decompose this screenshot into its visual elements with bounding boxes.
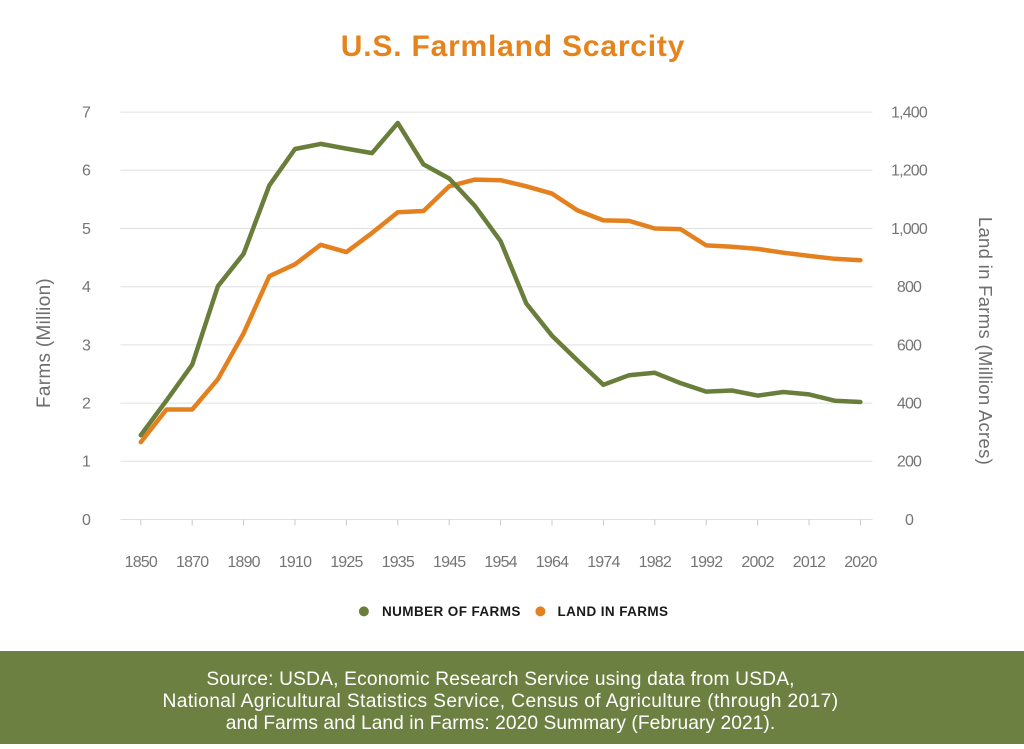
svg-text:1870: 1870	[176, 554, 209, 571]
svg-text:2012: 2012	[793, 554, 826, 571]
svg-text:Land in Farms (Million Acres): Land in Farms (Million Acres)	[975, 217, 996, 465]
svg-text:1,000: 1,000	[891, 221, 928, 238]
svg-text:and Farms and Land in Farms: 2: and Farms and Land in Farms: 2020 Summar…	[226, 713, 776, 734]
svg-text:National Agricultural Statisti: National Agricultural Statistics Service…	[163, 691, 839, 712]
svg-text:1890: 1890	[227, 554, 260, 571]
svg-text:1,200: 1,200	[891, 163, 928, 180]
svg-text:1850: 1850	[125, 554, 158, 571]
svg-text:1982: 1982	[639, 554, 672, 571]
svg-text:0: 0	[905, 512, 914, 529]
svg-text:1954: 1954	[484, 554, 517, 571]
svg-text:2: 2	[82, 396, 91, 413]
svg-text:5: 5	[82, 221, 91, 238]
svg-text:1964: 1964	[536, 554, 569, 571]
svg-text:400: 400	[897, 396, 922, 413]
svg-text:U.S. Farmland Scarcity: U.S. Farmland Scarcity	[341, 30, 685, 63]
svg-text:0: 0	[82, 512, 91, 529]
svg-text:1992: 1992	[690, 554, 723, 571]
svg-text:600: 600	[897, 337, 922, 354]
svg-text:Farms (Million): Farms (Million)	[34, 278, 55, 408]
svg-text:6: 6	[82, 163, 91, 180]
svg-text:2020: 2020	[844, 554, 877, 571]
svg-text:1910: 1910	[279, 554, 312, 571]
svg-text:1925: 1925	[330, 554, 363, 571]
svg-text:1945: 1945	[433, 554, 466, 571]
svg-text:3: 3	[82, 337, 91, 354]
svg-text:1,400: 1,400	[891, 105, 928, 122]
svg-text:NUMBER OF FARMS: NUMBER OF FARMS	[382, 604, 521, 619]
svg-text:1: 1	[82, 454, 91, 471]
svg-text:Source: USDA, Economic Researc: Source: USDA, Economic Research Service …	[206, 669, 794, 690]
svg-text:4: 4	[82, 279, 91, 296]
svg-text:1935: 1935	[382, 554, 415, 571]
svg-text:1974: 1974	[587, 554, 620, 571]
svg-text:800: 800	[897, 279, 922, 296]
svg-text:LAND IN FARMS: LAND IN FARMS	[558, 604, 669, 619]
svg-text:7: 7	[82, 105, 91, 122]
svg-text:2002: 2002	[741, 554, 774, 571]
svg-text:200: 200	[897, 454, 922, 471]
